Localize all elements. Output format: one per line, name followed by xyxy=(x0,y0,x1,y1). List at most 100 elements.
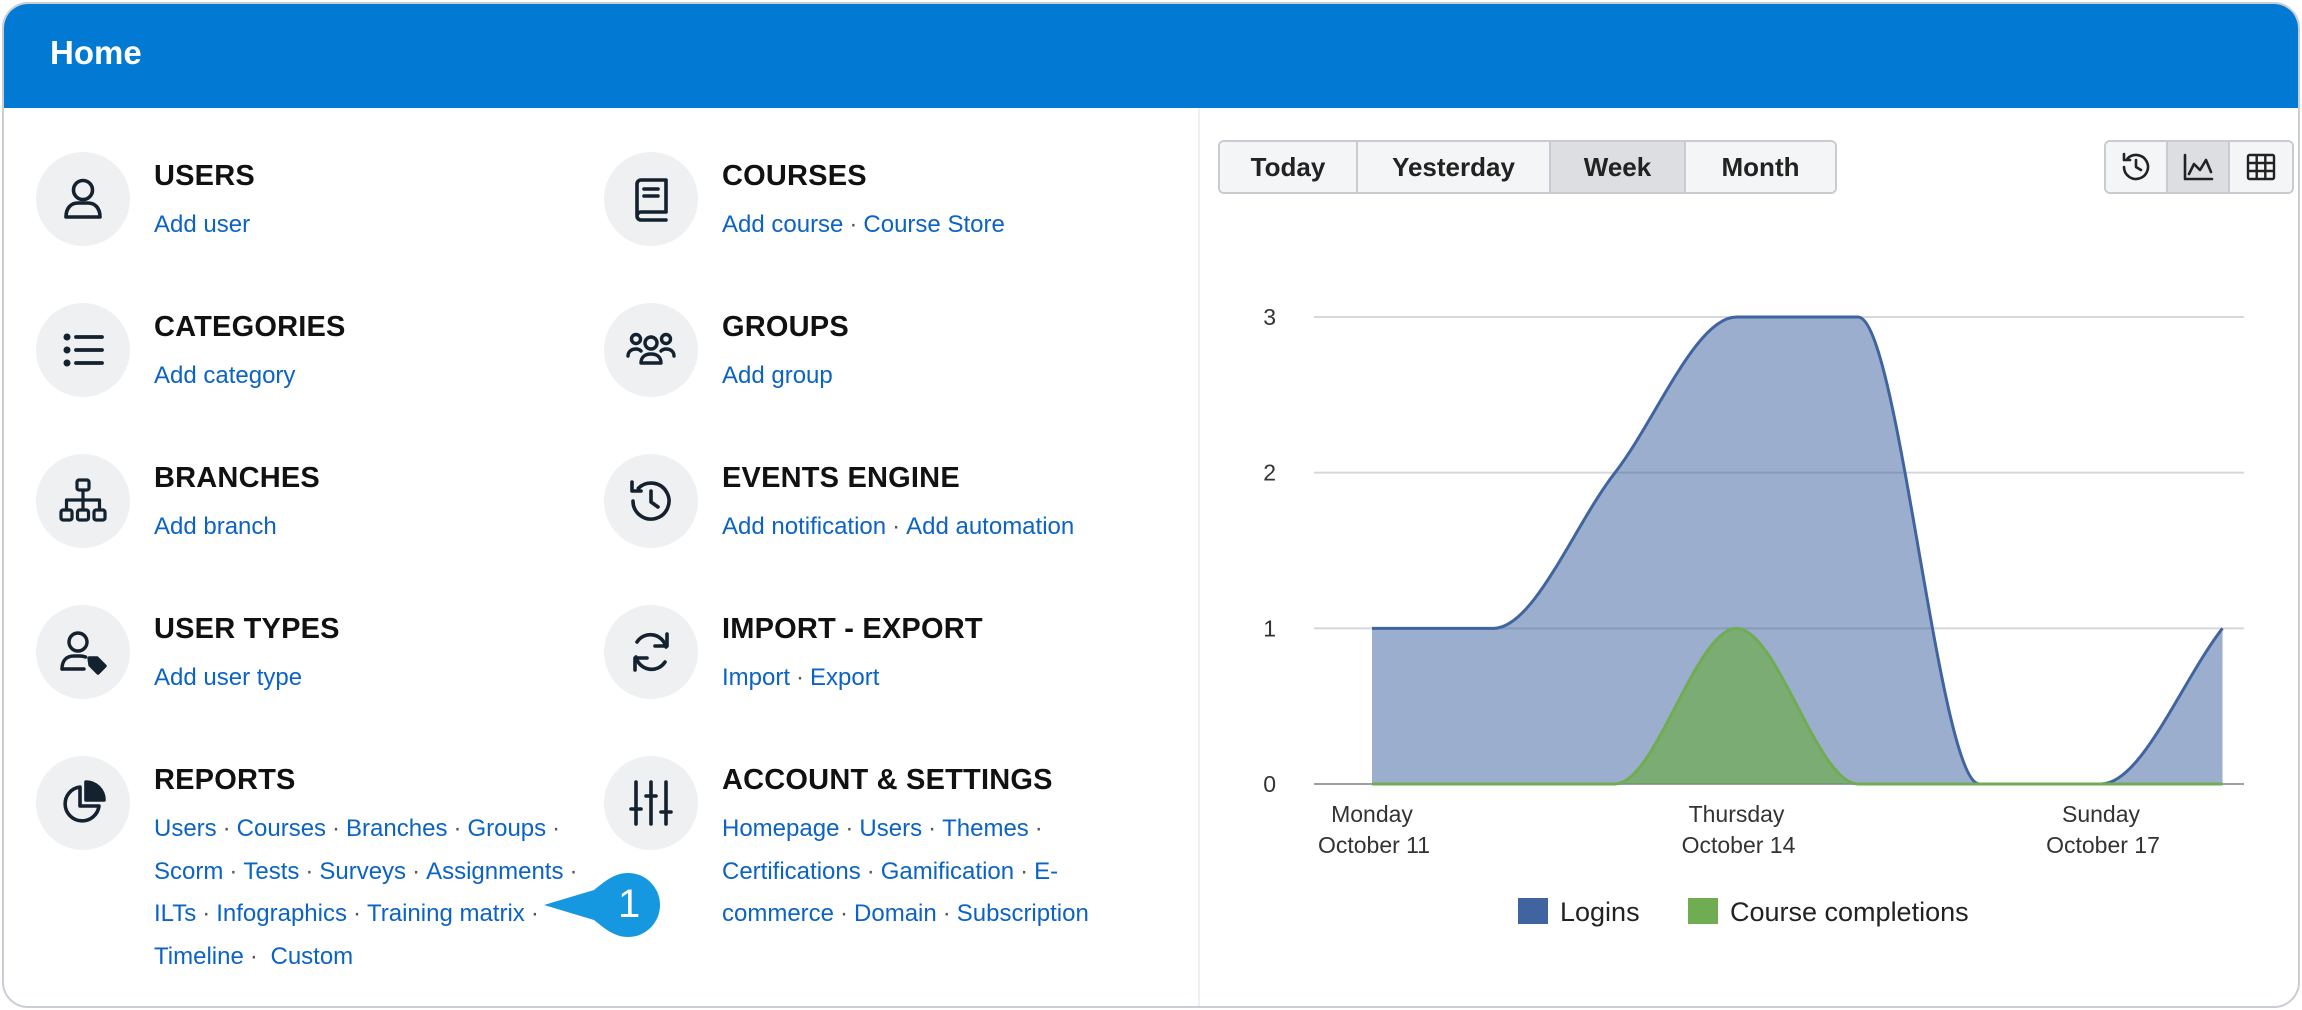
add-group-link[interactable]: Add group xyxy=(722,362,833,389)
separator-dot: · xyxy=(229,857,238,885)
links-row: ILTs · Infographics · Training matrix · xyxy=(154,893,583,936)
sitemap-icon[interactable] xyxy=(36,454,130,548)
y-tick-label: 2 xyxy=(1263,460,1276,486)
themes-link[interactable]: Themes xyxy=(942,815,1029,842)
domain-link[interactable]: Domain xyxy=(854,900,937,927)
tab-today[interactable]: Today xyxy=(1220,142,1358,192)
report-scorm-link[interactable]: Scorm xyxy=(154,857,224,885)
tile-links: Add course · Course Store xyxy=(722,204,1005,247)
tile-title: USER TYPES xyxy=(154,613,340,645)
report-tests-link[interactable]: Tests xyxy=(243,857,300,885)
tab-yesterday[interactable]: Yesterday xyxy=(1358,142,1551,192)
add-category-link[interactable]: Add category xyxy=(154,362,296,389)
table-view-button[interactable] xyxy=(2230,142,2292,192)
book-icon[interactable] xyxy=(604,152,698,246)
separator-dot: · xyxy=(249,942,258,970)
report-branches-link[interactable]: Branches xyxy=(346,815,448,842)
sync-icon[interactable] xyxy=(604,605,698,699)
history-view-button[interactable] xyxy=(2106,142,2168,192)
user-icon[interactable] xyxy=(36,152,130,246)
tile-links: Add user xyxy=(154,204,250,247)
area-chart-icon xyxy=(2183,153,2214,181)
chart-view-button[interactable] xyxy=(2168,142,2230,192)
page-header: Home xyxy=(4,4,2298,108)
y-tick-label: 1 xyxy=(1263,615,1276,641)
separator-dot: · xyxy=(942,900,951,927)
report-assignments-link[interactable]: Assignments xyxy=(426,857,564,885)
legend-label: Logins xyxy=(1560,897,1640,927)
view-toggle xyxy=(2104,140,2294,194)
add-automation-link[interactable]: Add automation xyxy=(906,513,1075,540)
report-ilts-link[interactable]: ILTs xyxy=(154,900,197,927)
import-link[interactable]: Import xyxy=(722,664,791,691)
add-notification-link[interactable]: Add notification xyxy=(722,513,887,540)
list-icon[interactable] xyxy=(36,303,130,397)
x-tick-label: Thursday xyxy=(1689,801,1785,827)
links-row: Timeline · Custom xyxy=(154,936,583,979)
callout-shape xyxy=(544,873,660,937)
tile-title: GROUPS xyxy=(722,311,849,343)
separator-dot: · xyxy=(845,815,854,842)
history-icon xyxy=(2122,152,2150,181)
x-tick-label: October 14 xyxy=(1682,832,1796,858)
course-store-link[interactable]: Course Store xyxy=(863,211,1005,238)
history-icon[interactable] xyxy=(604,454,698,548)
report-groups-link[interactable]: Groups xyxy=(467,815,547,842)
report-users-link[interactable]: Users xyxy=(154,815,217,842)
separator-dot: · xyxy=(840,900,849,927)
activity-chart: 0 1 2 3 Monday October 11 Thursday October 14 Su… xyxy=(1263,304,2244,927)
separator-dot: · xyxy=(552,815,561,842)
add-user-type-link[interactable]: Add user type xyxy=(154,664,303,691)
user-tag-icon[interactable] xyxy=(36,605,130,699)
report-training-matrix-link[interactable]: Training matrix xyxy=(366,900,525,927)
tile-title: REPORTS xyxy=(154,764,296,796)
homepage-link[interactable]: Homepage xyxy=(722,815,840,842)
y-tick-label: 3 xyxy=(1263,304,1276,330)
table-grid-icon xyxy=(2246,153,2276,181)
add-user-link[interactable]: Add user xyxy=(154,211,251,238)
export-link[interactable]: Export xyxy=(810,664,880,691)
sliders-icon[interactable] xyxy=(604,756,698,850)
certifications-link[interactable]: Certifications xyxy=(722,857,861,885)
series-line-completions xyxy=(1372,626,2223,786)
tile-links: Import · Export xyxy=(722,657,879,700)
tile-title: ACCOUNT & SETTINGS xyxy=(722,764,1053,796)
separator-dot: · xyxy=(530,900,539,927)
settings-users-link[interactable]: Users xyxy=(859,815,923,842)
report-infographics-link[interactable]: Infographics xyxy=(216,900,347,927)
report-surveys-link[interactable]: Surveys xyxy=(319,857,407,885)
separator-dot: · xyxy=(1020,857,1029,885)
series-area-logins xyxy=(1372,317,2223,784)
legend-swatch xyxy=(1518,898,1548,924)
report-courses-link[interactable]: Courses xyxy=(236,815,327,842)
ecommerce-link-part1[interactable]: E- xyxy=(1034,857,1059,885)
x-tick-label: Sunday xyxy=(2062,801,2141,827)
tile-links: Add group xyxy=(722,355,833,398)
separator-dot: · xyxy=(569,857,578,885)
shortcut-panel: USERS Add user COURSES Add course · Course… xyxy=(4,108,1198,1006)
subscription-link[interactable]: Subscription xyxy=(956,900,1089,927)
x-tick-label: Monday xyxy=(1331,801,1413,827)
tile-title: USERS xyxy=(154,160,255,192)
add-branch-link[interactable]: Add branch xyxy=(154,513,277,540)
tile-links: Add category xyxy=(154,355,295,398)
tile-links: Add branch xyxy=(154,506,277,549)
callout-number: 1 xyxy=(618,882,641,926)
separator-dot: · xyxy=(849,211,858,238)
ecommerce-link-part2[interactable]: commerce xyxy=(722,900,835,927)
report-custom-link[interactable]: Custom xyxy=(270,942,354,970)
pie-chart-icon[interactable] xyxy=(36,756,130,850)
tab-month[interactable]: Month xyxy=(1686,142,1835,192)
separator-dot: · xyxy=(928,815,937,842)
x-tick-label: October 11 xyxy=(1318,832,1430,858)
gamification-link[interactable]: Gamification xyxy=(880,857,1015,885)
separator-dot: · xyxy=(1034,815,1043,842)
add-course-link[interactable]: Add course xyxy=(722,211,844,238)
tile-title: BRANCHES xyxy=(154,462,320,494)
date-range-tabs: Today Yesterday Week Month xyxy=(1218,140,1837,194)
page-title: Home xyxy=(50,34,142,71)
tab-week[interactable]: Week xyxy=(1551,142,1686,192)
group-icon[interactable] xyxy=(604,303,698,397)
report-timeline-link[interactable]: Timeline xyxy=(154,942,244,970)
separator-dot: · xyxy=(332,815,341,842)
